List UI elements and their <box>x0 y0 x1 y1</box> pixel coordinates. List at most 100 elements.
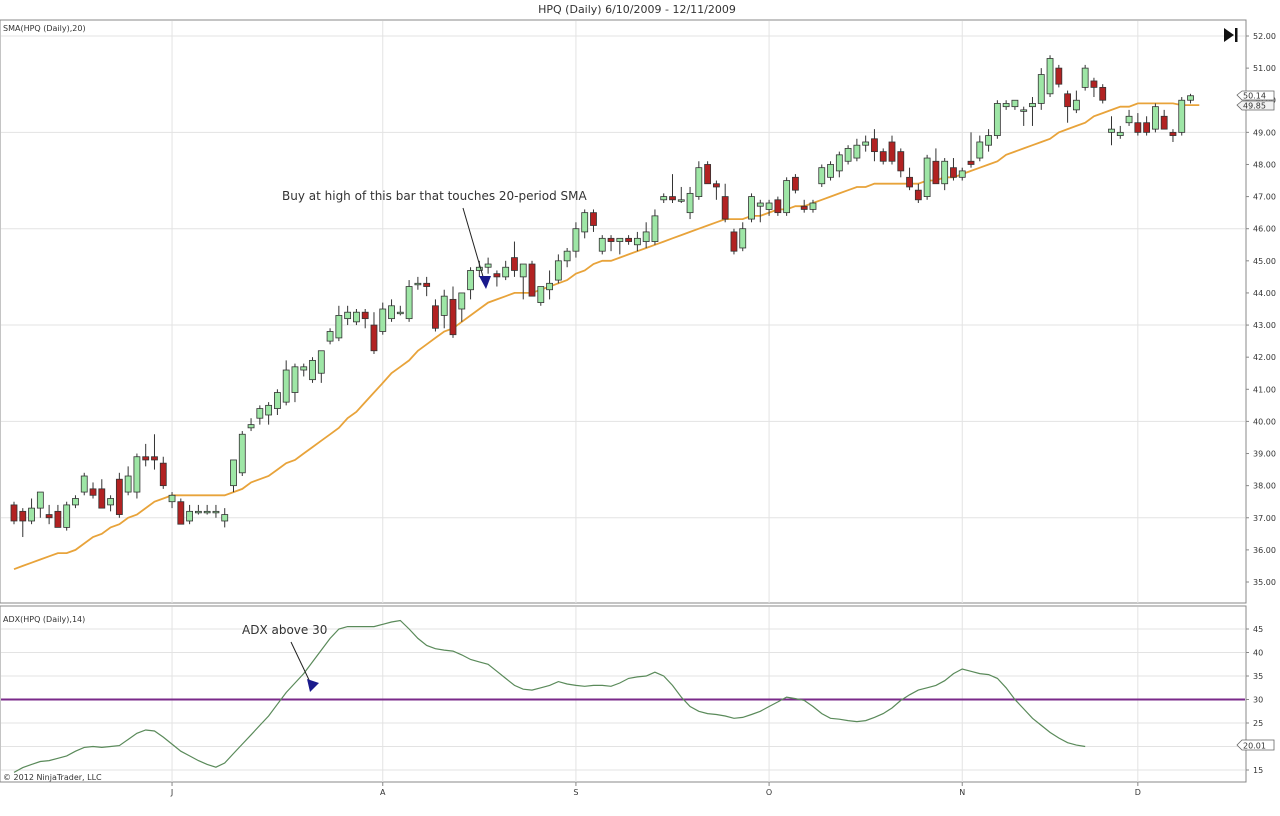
candle <box>669 174 676 204</box>
candle-body-up <box>677 199 685 202</box>
candle-body-up <box>238 433 246 474</box>
candle <box>1055 64 1063 88</box>
candle-body-up <box>440 295 448 316</box>
candle-body-down <box>361 311 369 320</box>
candle <box>792 174 799 194</box>
x-tick-label: D <box>1135 788 1141 797</box>
candle <box>879 148 887 165</box>
candle <box>449 286 457 338</box>
candle <box>63 501 71 531</box>
candle-body-up <box>616 237 624 242</box>
price-tick-label: 37.00 <box>1253 514 1276 523</box>
candle <box>177 498 185 525</box>
candle-body-up <box>572 228 580 252</box>
candle <box>765 199 773 216</box>
candle <box>151 434 158 470</box>
candle-body-up <box>282 369 290 403</box>
candle-body-up <box>388 305 395 320</box>
last-sma-badge: 49.85 <box>1236 100 1275 111</box>
candle <box>212 504 220 518</box>
candle-body-up <box>844 148 852 162</box>
candle <box>1187 93 1194 104</box>
candle <box>581 209 589 239</box>
candle-body-up <box>484 263 492 268</box>
candle <box>335 305 343 342</box>
candle-body-down <box>897 151 905 172</box>
candle <box>686 186 694 220</box>
price-tick-label: 44.00 <box>1253 289 1276 298</box>
candle <box>906 167 913 191</box>
candle <box>203 504 211 515</box>
candle <box>361 309 369 329</box>
candle-body-up <box>256 408 264 419</box>
x-tick-label: N <box>959 788 965 797</box>
candle-body-up <box>1125 115 1133 124</box>
candle <box>616 237 624 255</box>
candle-body-up <box>1029 103 1036 108</box>
candle-body-up <box>309 359 316 381</box>
price-tick-label: 48.00 <box>1253 160 1276 169</box>
adx-arrow-icon <box>307 679 319 692</box>
candle-body-up <box>941 160 949 185</box>
candle <box>309 357 316 383</box>
candle <box>730 228 738 255</box>
x-tick-label: O <box>766 788 772 797</box>
candle-body-up <box>660 196 668 201</box>
candle <box>844 145 852 165</box>
adx-annotation: ADX above 30 <box>242 623 327 637</box>
candle-body-up <box>862 141 870 146</box>
candle-body-up <box>1011 99 1019 108</box>
candle-body-up <box>414 282 422 286</box>
candle-body-up <box>168 494 176 503</box>
candle <box>388 299 395 322</box>
candle-body-up <box>554 260 562 281</box>
candle <box>941 158 949 191</box>
adx-tick-label: 35 <box>1253 672 1263 681</box>
candle-body-down <box>528 263 536 297</box>
candle <box>36 491 44 518</box>
candle <box>370 312 378 354</box>
skip-to-end-icon[interactable] <box>1224 28 1238 42</box>
candle-body-up <box>1046 58 1054 95</box>
candle <box>396 305 404 316</box>
candle-body-up <box>581 212 589 233</box>
candle-body-up <box>221 514 229 522</box>
last-adx-badge: 20.01 <box>1236 739 1275 751</box>
candle-body-up <box>247 424 255 429</box>
candle <box>642 222 650 248</box>
candle <box>774 196 782 216</box>
candle <box>89 482 97 499</box>
candle-body-up <box>985 135 992 146</box>
candle-body-up <box>265 404 273 416</box>
candle-body-up <box>739 228 747 249</box>
candle <box>783 177 791 216</box>
copyright-text: © 2012 NinjaTrader, LLC <box>3 773 102 782</box>
candle <box>317 350 325 383</box>
candle-body-down <box>511 257 518 271</box>
candle <box>98 479 106 509</box>
candle-body-up <box>993 103 1001 136</box>
candle <box>590 209 597 232</box>
price-tick-label: 42.00 <box>1253 353 1276 362</box>
price-tick-label: 41.00 <box>1253 385 1276 394</box>
x-tick-label: J <box>170 788 173 797</box>
adx-tick-label: 25 <box>1253 719 1263 728</box>
candle-body-up <box>1152 106 1159 130</box>
candle <box>932 148 940 185</box>
candle <box>1169 129 1177 142</box>
candle <box>28 498 35 525</box>
candle-body-up <box>1108 128 1115 133</box>
candle <box>721 183 729 223</box>
candle <box>853 138 861 162</box>
candle <box>432 299 439 332</box>
candle <box>247 418 255 432</box>
candle-body-up <box>827 164 834 178</box>
candle <box>326 328 334 345</box>
candle <box>827 161 834 181</box>
candle <box>142 443 150 467</box>
candle-body-down <box>800 205 808 210</box>
candle <box>186 504 194 525</box>
candle <box>502 260 510 281</box>
candle <box>958 167 966 181</box>
price-tick-label: 38.00 <box>1253 482 1276 491</box>
